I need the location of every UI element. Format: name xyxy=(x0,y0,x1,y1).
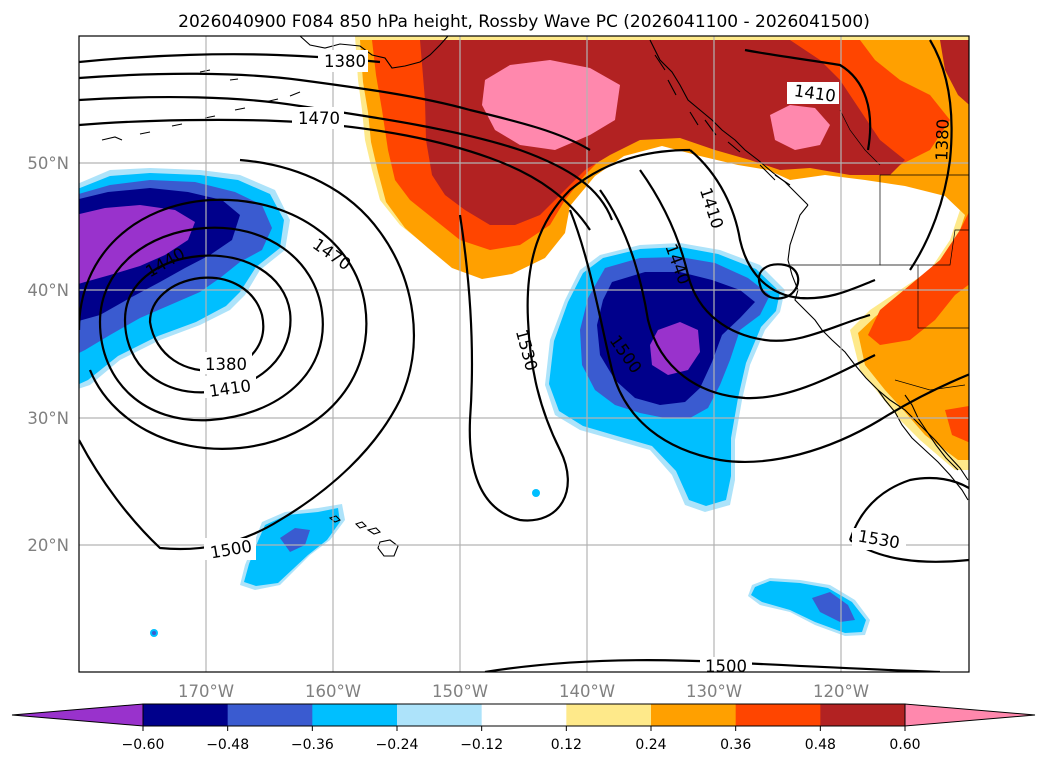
colorbar xyxy=(11,703,1036,727)
contour-label: 1500 xyxy=(705,657,747,676)
colorbar-box xyxy=(820,704,906,726)
lat-label: 40°N xyxy=(27,281,69,300)
pos-anomaly-0.60 xyxy=(482,60,620,150)
colorbar-box xyxy=(312,704,398,726)
lat-label: 20°N xyxy=(27,536,69,555)
contour-label: 1470 xyxy=(298,109,340,128)
contour-1440-north xyxy=(79,95,614,221)
lon-label: 140°W xyxy=(559,682,615,701)
colorbar-tick-label: −0.60 xyxy=(122,737,165,753)
colorbar-tick-label: 0.12 xyxy=(551,737,582,753)
neg-anomaly-spot xyxy=(152,631,156,635)
contour-1530 xyxy=(458,148,691,522)
lon-label: 150°W xyxy=(432,682,488,701)
colorbar-tick-label: −0.12 xyxy=(460,737,503,753)
lat-label: 50°N xyxy=(27,154,69,173)
colorbar-tick-label: 0.36 xyxy=(720,737,751,753)
contour-trough-1410 xyxy=(689,149,876,300)
contour-trough-1500 xyxy=(568,209,969,463)
neg-anomaly-se-0.36 xyxy=(812,592,855,622)
colorbar-tick-label: −0.36 xyxy=(291,737,334,753)
lat-label: 30°N xyxy=(27,409,69,428)
contour-low-1440 xyxy=(98,226,324,422)
colorbar-tick-label: −0.24 xyxy=(376,737,419,753)
lon-label: 120°W xyxy=(813,682,869,701)
contour-label: 1380 xyxy=(205,355,247,374)
colorbar-box xyxy=(481,704,567,726)
contour-trough-1470 xyxy=(599,189,876,400)
contour-1500 xyxy=(79,158,415,551)
contour-cal-low xyxy=(757,263,800,300)
contour-1470-north xyxy=(79,118,591,231)
pos-anomaly-0.48-ne xyxy=(940,40,969,105)
colorbar-tick-label: −0.48 xyxy=(206,737,249,753)
colorbar-ticks: −0.60 −0.48 −0.36 −0.24 −0.12 0.12 0.24 0.36 0.4… xyxy=(122,726,921,753)
lon-label: 170°W xyxy=(178,682,234,701)
shading-layer xyxy=(79,36,969,637)
contour-labels: 1380 1470 1410 1380 1410 1440 1470 1380 … xyxy=(142,50,953,676)
contour-low-1410 xyxy=(123,254,292,394)
neg-anomaly-spot xyxy=(532,489,540,497)
lon-label: 160°W xyxy=(305,682,361,701)
neg-anomaly-hawaii-0.36 xyxy=(280,528,310,552)
colorbar-box xyxy=(227,704,313,726)
lat-labels: 50°N 40°N 30°N 20°N xyxy=(27,154,69,555)
lon-label: 130°W xyxy=(686,682,742,701)
pos-anomaly-0.36-gulf xyxy=(945,406,969,443)
contour-trough-1440 xyxy=(639,169,871,342)
colorbar-extend-max xyxy=(904,703,1036,727)
colorbar-box xyxy=(566,704,652,726)
contour-1410-north xyxy=(79,72,591,151)
lon-labels: 170°W 160°W 150°W 140°W 130°W 120°W xyxy=(178,682,869,701)
contour-label: 1380 xyxy=(932,118,952,161)
colorbar-tick-label: 0.60 xyxy=(889,737,920,753)
colorbar-tick-label: 0.48 xyxy=(805,737,836,753)
colorbar-box xyxy=(143,704,229,726)
map-panel: 1380 1470 1410 1380 1410 1440 1470 1380 … xyxy=(78,35,970,676)
pos-anomaly-0.60-e xyxy=(770,105,830,150)
height-contours xyxy=(79,39,969,672)
contour-label: 1380 xyxy=(324,52,366,71)
colorbar-extend-min xyxy=(11,703,144,727)
contour-low-1380 xyxy=(148,276,265,372)
contour-1380-ne xyxy=(909,39,953,271)
colorbar-tick-label: 0.24 xyxy=(635,737,666,753)
neg-anomaly-central-0.60 xyxy=(650,322,700,375)
contour-1410-ne xyxy=(744,48,872,151)
map-frame xyxy=(78,35,970,673)
colorbar-box xyxy=(397,704,483,726)
colorbar-box xyxy=(735,704,821,726)
contour-low-1470 xyxy=(79,198,368,450)
pos-anomaly-0.36-se xyxy=(868,212,969,345)
map-title: 2026040900 F084 850 hPa height, Rossby W… xyxy=(178,12,870,32)
colorbar-frame xyxy=(142,703,906,727)
neg-anomaly-west-0.60 xyxy=(79,205,195,284)
colorbar-box xyxy=(651,704,737,726)
